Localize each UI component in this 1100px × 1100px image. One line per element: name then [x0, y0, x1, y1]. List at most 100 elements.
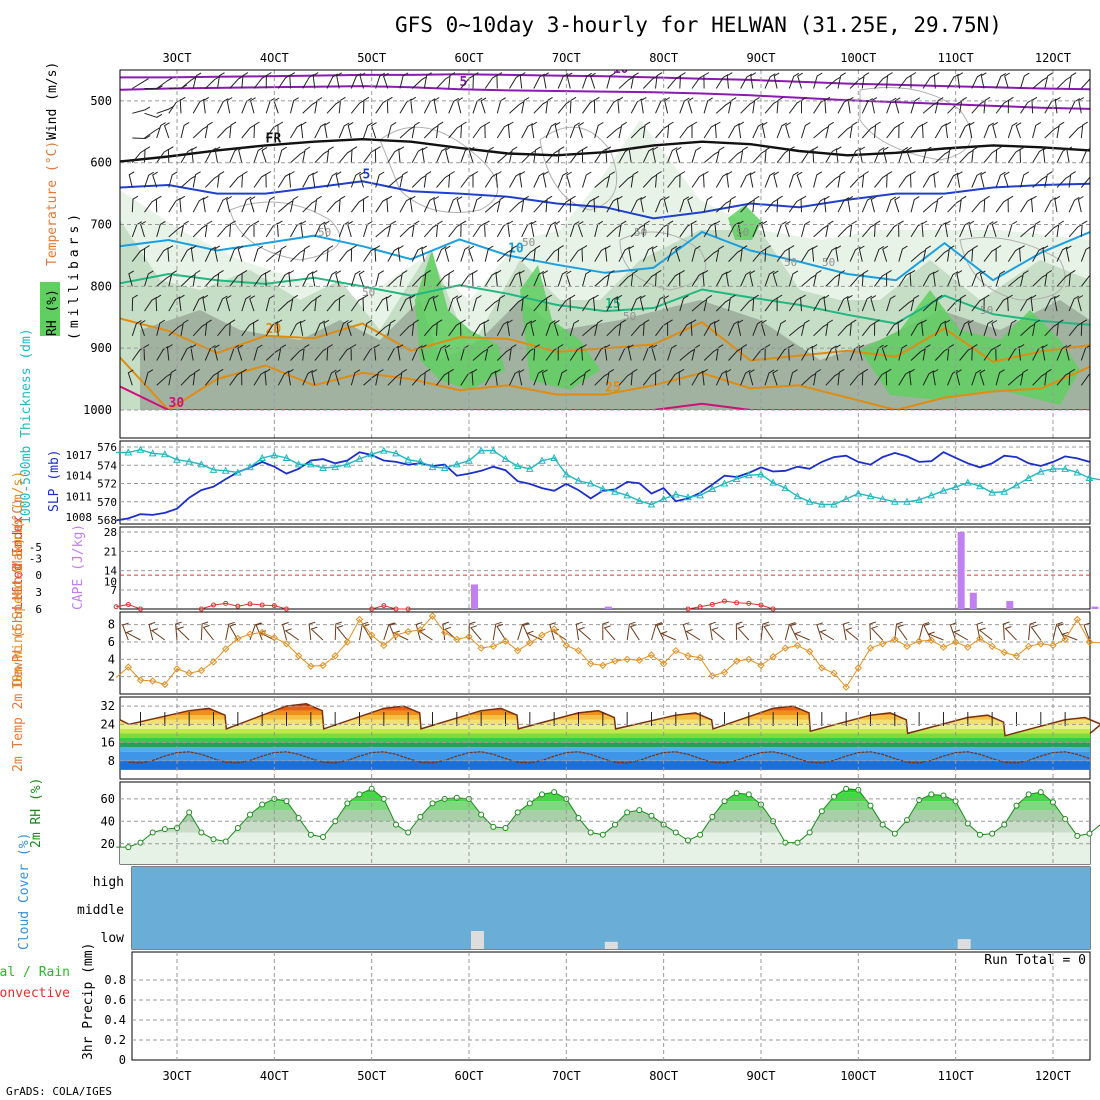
- wind-barb: [433, 97, 440, 114]
- thickness-tick-label: 572: [97, 478, 117, 491]
- wind-barb: [569, 346, 583, 361]
- vert-section-frame: [119, 69, 1091, 439]
- wind-barb: [801, 345, 814, 361]
- wind-barb: [335, 270, 342, 287]
- wind-speed-point: [453, 635, 461, 644]
- wind-barb: [788, 270, 799, 287]
- wind-barb: [277, 344, 287, 361]
- wind-speed-point: [501, 637, 510, 645]
- wind-barb: [533, 100, 549, 114]
- wind-barb: [265, 196, 275, 213]
- wind-speed-point: [903, 642, 911, 651]
- wind-barb: [432, 295, 439, 312]
- lifted-index-point: [210, 602, 216, 608]
- wind-barb: [541, 369, 548, 386]
- wind-barb-10m: [626, 621, 636, 641]
- wind-barb: [847, 96, 854, 114]
- wind-barb: [898, 272, 912, 287]
- wind-barb: [995, 296, 1009, 312]
- wind-barb-10m: [784, 622, 796, 641]
- wind-barb: [156, 373, 172, 386]
- wind-barb: [640, 96, 647, 114]
- wind-barb: [995, 198, 1010, 213]
- thickness-point: [574, 476, 583, 484]
- wind-barb: [375, 270, 385, 287]
- isotherm-label-1: 5: [460, 75, 468, 90]
- wind-barb: [471, 269, 478, 287]
- bottom-date-label: 8OCT: [649, 1069, 678, 1083]
- wind-barb: [813, 323, 829, 337]
- wind-barb: [225, 295, 232, 312]
- lifted-index-point: [235, 603, 241, 609]
- wind-10m-axis-label: 10m Wind Speed & Barbs (m/s): [11, 471, 26, 690]
- wind-barb: [1094, 73, 1100, 89]
- lifted-index-point: [138, 606, 144, 612]
- wind-barb: [277, 74, 291, 89]
- wind-barb: [168, 270, 178, 287]
- thickness-point: [1049, 464, 1057, 472]
- wind-barb: [314, 97, 323, 114]
- wind-barb: [1056, 273, 1071, 287]
- wind-barb: [444, 245, 451, 262]
- wind-speed-point: [684, 652, 692, 660]
- wind-barb: [423, 125, 439, 139]
- wind-barb: [874, 272, 888, 287]
- wind-barb: [338, 96, 346, 114]
- wind-barb: [898, 344, 908, 361]
- wind-barb: [423, 269, 431, 287]
- wind-barb: [496, 294, 506, 312]
- wind-barb: [910, 321, 923, 337]
- wind-barb: [521, 123, 534, 139]
- wind-barb: [788, 369, 798, 386]
- wind-barb: [1053, 294, 1060, 312]
- wind-barb-10m: [121, 622, 129, 641]
- wind-barb: [581, 344, 587, 361]
- vert-wind-barbs: [127, 72, 1100, 386]
- wind-barb: [837, 295, 849, 312]
- wind-barb: [1068, 72, 1077, 89]
- rh-2m-point: [794, 839, 801, 846]
- wind-barb: [761, 121, 768, 139]
- wind-speed-point: [878, 640, 887, 648]
- wind-barb: [1020, 323, 1036, 337]
- wind-barb: [302, 298, 317, 312]
- wind-speed-point: [830, 669, 838, 677]
- wind-barb: [350, 344, 357, 361]
- wind-barb: [484, 200, 501, 213]
- wind-barb: [398, 146, 405, 163]
- isotherm-line-1: [120, 85, 1090, 110]
- wind-barb: [628, 146, 635, 163]
- wind-barb: [726, 72, 733, 89]
- rh-2m-point: [1013, 802, 1020, 809]
- wind-barb: [800, 195, 807, 213]
- wind-barb: [1032, 319, 1041, 336]
- thickness-point: [623, 491, 631, 499]
- wind-barb: [436, 121, 444, 139]
- wind-barb: [837, 224, 853, 238]
- wind-barb: [957, 72, 964, 89]
- wind-barb: [241, 223, 255, 238]
- wind-barb: [1068, 295, 1080, 312]
- wind-barb: [886, 171, 893, 188]
- wind-barb: [180, 175, 196, 188]
- wind-barb: [618, 246, 631, 262]
- wind-barb: [983, 320, 994, 336]
- wind-barb: [375, 197, 388, 213]
- wind-barb: [874, 319, 880, 336]
- wind-barb: [582, 323, 598, 337]
- wind-barb: [249, 295, 256, 312]
- wind-barb: [363, 148, 377, 163]
- wind-barb: [898, 245, 908, 262]
- wind-barb: [1094, 197, 1100, 212]
- wind-barb: [411, 345, 423, 361]
- thickness-point: [246, 463, 254, 471]
- wind-barb: [409, 195, 416, 213]
- wind-barb: [837, 368, 845, 386]
- wind-barb: [363, 373, 379, 386]
- wind-barb: [399, 197, 412, 213]
- wind-barb: [521, 347, 536, 361]
- wind-barb: [509, 101, 525, 114]
- rh-2m-point: [125, 844, 132, 851]
- wind-barb: [460, 173, 474, 188]
